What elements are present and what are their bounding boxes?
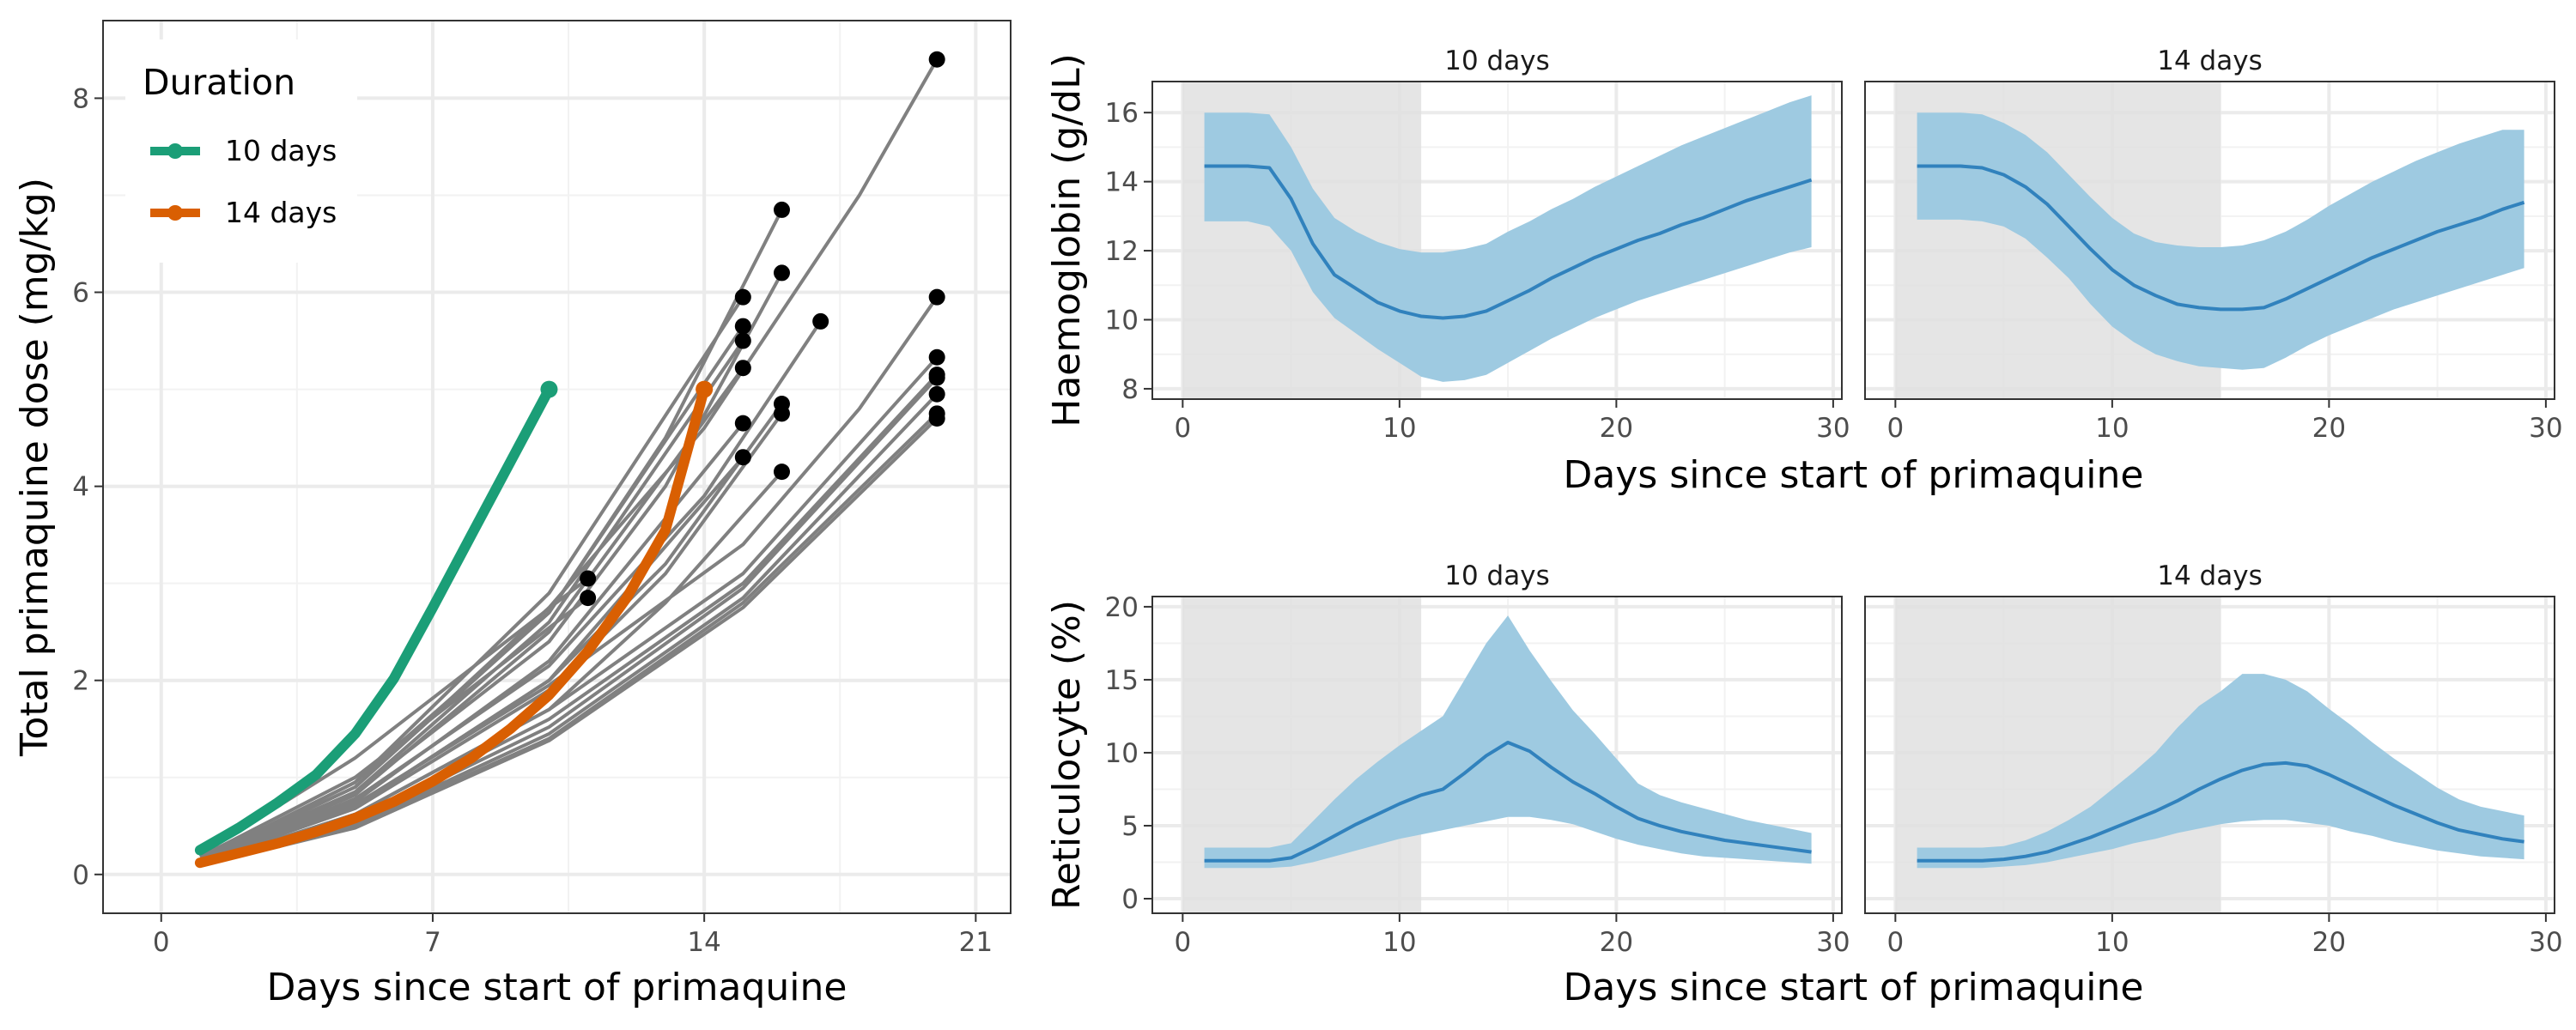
reticulocyte-y-axis-title: Reticulocyte (%)	[1045, 600, 1089, 910]
endpoint-dot-4	[734, 332, 751, 349]
dose-tick-label-y: 6	[72, 278, 89, 309]
reticulocyte-14-tick-label-x: 10	[2095, 927, 2129, 958]
dose-tick-label-x: 21	[959, 927, 993, 958]
reticulocyte-14-interval-band	[1917, 674, 2524, 869]
haemoglobin-10-tick-label-x: 10	[1382, 413, 1416, 444]
dose-tick-label-x: 0	[153, 927, 170, 958]
reticulocyte-14-tick-label-x: 30	[2529, 927, 2562, 958]
haemoglobin-14-tick-label-x: 20	[2312, 413, 2346, 444]
haemoglobin-14-median-line	[1917, 164, 2525, 312]
haemoglobin-10-tick-label-y: 16	[1105, 98, 1139, 129]
reticulocyte-14-strip	[1865, 552, 2555, 597]
reticulocyte-14-tick-label-x: 0	[1886, 927, 1904, 958]
endpoint-dot-12	[773, 464, 790, 481]
grey-line-14	[199, 58, 939, 862]
series-line-10-days	[194, 384, 555, 856]
reticulocyte-10-tick-label-x: 30	[1816, 927, 1850, 958]
haemoglobin-10-tick-label-y: 10	[1105, 306, 1139, 336]
reticulocyte-10-tick-label-x: 10	[1382, 927, 1416, 958]
legend-key-dot-0	[167, 143, 183, 159]
haemoglobin-y-axis-title: Haemoglobin (g/dL)	[1045, 53, 1089, 427]
endpoint-dot-9	[773, 264, 790, 282]
endpoint-dot-7	[734, 449, 751, 466]
dose-tick-label-y: 0	[72, 860, 89, 891]
endpoint-dot-2	[734, 288, 751, 306]
haemoglobin-14-tick-label-x: 10	[2095, 413, 2129, 444]
reticulocyte-14-median-line	[1917, 760, 2524, 863]
reticulocyte-10-tick-label-x: 0	[1174, 927, 1191, 958]
grey-line-8	[199, 209, 784, 862]
series-endpoint-10-days	[540, 380, 558, 398]
endpoint-dot-13	[812, 312, 829, 330]
dose-y-axis-title: Total primaquine dose (mg/kg)	[13, 178, 57, 757]
grey-line-15	[199, 296, 939, 865]
reticulocyte-10-tick-label-y: 5	[1121, 811, 1139, 842]
legend-key-dot-1	[167, 205, 183, 221]
haemoglobin-14-strip	[1865, 37, 2555, 82]
series-line-14-days	[194, 384, 710, 869]
legend-label-1: 14 days	[225, 196, 337, 229]
reticulocyte-10-strip	[1152, 552, 1842, 597]
endpoint-dot-21	[928, 409, 945, 427]
grey-line-9	[199, 271, 784, 863]
haemoglobin-10-panel-border	[1151, 81, 1843, 400]
haemoglobin-10-median-line	[1204, 164, 1813, 320]
haemoglobin-14-strip-title: 14 days	[2157, 45, 2262, 76]
series-endpoint-14-days	[696, 380, 714, 398]
haemoglobin-10-strip-title: 10 days	[1444, 45, 1549, 76]
reticulocyte-14-strip-title: 14 days	[2157, 560, 2262, 591]
endpoint-dot-19	[928, 385, 945, 403]
endpoint-dot-8	[773, 201, 790, 218]
haemoglobin-10-tick-label-x: 0	[1174, 413, 1191, 444]
dose-tick-label-y: 2	[72, 666, 89, 697]
reticulocyte-14-panel-border	[1864, 596, 2555, 914]
endpoint-dot-0	[580, 570, 597, 587]
reticulocyte-10-tick-label-y: 15	[1105, 665, 1139, 696]
haemoglobin-14-panel-border	[1864, 81, 2555, 400]
haemoglobin-10-tick-label-y: 8	[1121, 374, 1139, 405]
legend-label-0: 10 days	[225, 134, 337, 167]
reticulocyte-10-tick-label-x: 20	[1600, 927, 1633, 958]
endpoint-dot-18	[928, 369, 945, 386]
dose-tick-label-y: 8	[72, 83, 89, 114]
haemoglobin-10-tick-label-y: 12	[1105, 236, 1139, 267]
reticulocyte-14-tick-label-x: 20	[2312, 927, 2346, 958]
reticulocyte-10-tick-label-y: 10	[1105, 738, 1139, 769]
haemoglobin-10-tick-label-x: 30	[1816, 413, 1850, 444]
dose-tick-label-x: 14	[687, 927, 720, 958]
endpoint-dot-6	[734, 415, 751, 432]
endpoint-dot-3	[734, 318, 751, 335]
dose-x-axis-title: Days since start of primaquine	[266, 966, 847, 1009]
endpoint-dot-15	[928, 288, 945, 306]
grey-line-13	[199, 320, 823, 863]
dose-tick-label-y: 4	[72, 472, 89, 503]
endpoint-dot-16	[928, 348, 945, 366]
endpoint-dot-1	[580, 590, 597, 607]
haemoglobin-14-tick-label-x: 30	[2529, 413, 2562, 444]
reticulocyte-10-strip-title: 10 days	[1444, 560, 1549, 591]
reticulocyte-10-median-line	[1204, 741, 1812, 863]
reticulocyte-10-panel-border	[1151, 596, 1843, 914]
haemoglobin-14-tick-label-x: 0	[1886, 413, 1904, 444]
haemoglobin-14-interval-band	[1917, 112, 2524, 370]
dose-tick-label-x: 7	[424, 927, 441, 958]
haemoglobin-10-strip	[1152, 37, 1842, 82]
reticulocyte-x-axis-title: Days since start of primaquine	[1563, 966, 2143, 1009]
legend-title: Duration	[143, 62, 295, 103]
haemoglobin-10-interval-band	[1204, 95, 1812, 382]
endpoint-dot-11	[773, 405, 790, 422]
reticulocyte-10-tick-label-y: 0	[1121, 884, 1139, 915]
haemoglobin-x-axis-title: Days since start of primaquine	[1563, 453, 2143, 497]
reticulocyte-10-tick-label-y: 20	[1105, 592, 1139, 623]
haemoglobin-10-tick-label-x: 20	[1600, 413, 1633, 444]
endpoint-dot-5	[734, 360, 751, 377]
dose-panel-border	[102, 20, 1012, 914]
haemoglobin-10-tick-label-y: 14	[1105, 167, 1139, 198]
endpoint-dot-14	[928, 51, 945, 68]
